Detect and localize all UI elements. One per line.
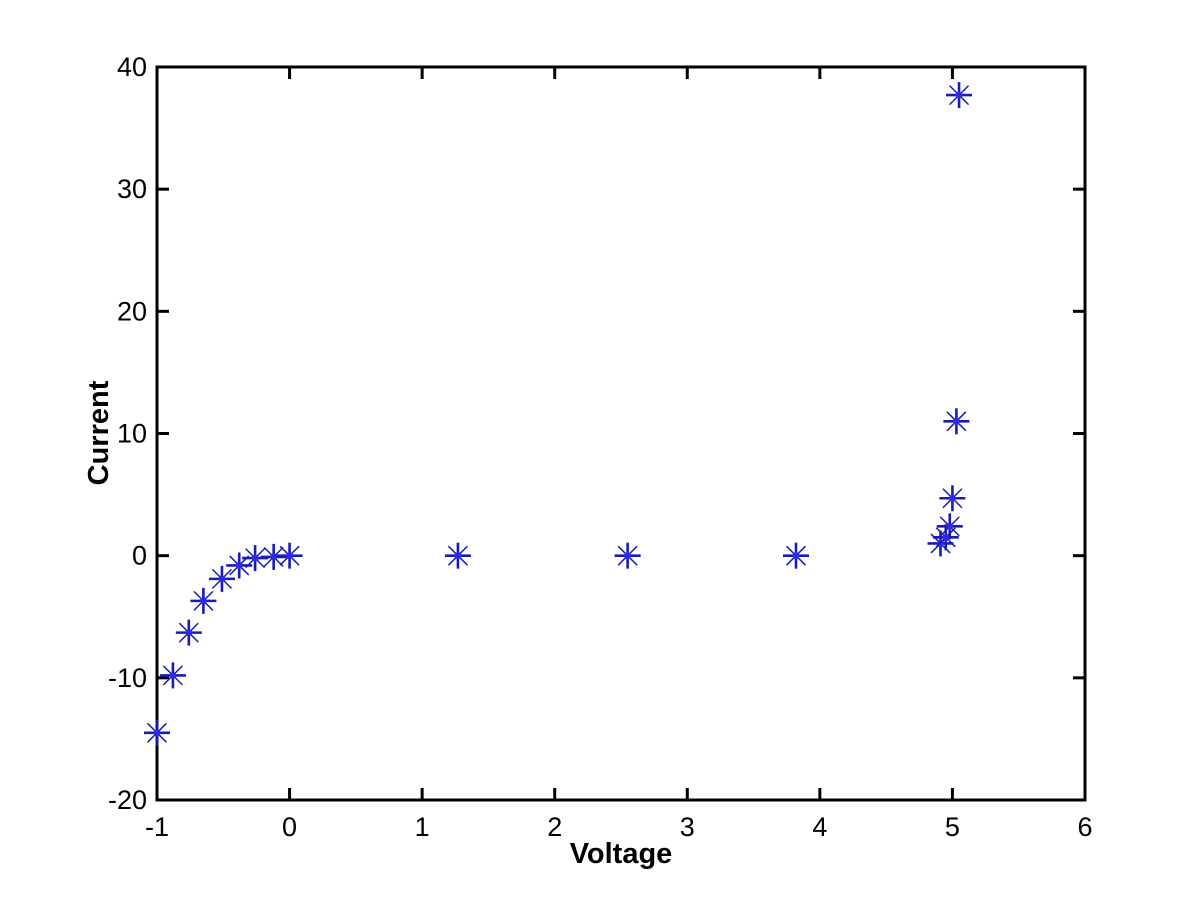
data-point-marker — [614, 542, 641, 569]
data-point-center — [200, 597, 207, 605]
data-point-center — [953, 417, 960, 425]
data-point-marker — [782, 542, 809, 569]
data-point-center — [218, 575, 226, 583]
data-point-center — [235, 562, 243, 569]
x-tick-label: 5 — [945, 812, 960, 842]
y-tick-label: -10 — [108, 663, 147, 693]
data-point-center — [153, 729, 161, 737]
y-tick-label: 40 — [117, 52, 147, 82]
y-tick-label: 0 — [132, 541, 147, 571]
data-point-marker — [208, 565, 235, 592]
data-point-center — [792, 552, 800, 560]
data-point-marker — [932, 524, 959, 551]
data-point-marker — [276, 542, 303, 569]
data-point-marker — [175, 619, 202, 646]
x-tick-label: 3 — [680, 812, 695, 842]
y-tick-label: 20 — [117, 296, 147, 326]
data-point-center — [251, 554, 259, 562]
data-point-marker — [936, 513, 963, 540]
x-tick-label: 4 — [812, 812, 827, 842]
data-point-center — [624, 552, 632, 560]
y-tick-label: 30 — [117, 174, 147, 204]
data-point-marker — [946, 82, 973, 109]
x-tick-label: 6 — [1077, 812, 1092, 842]
x-tick-label: 1 — [415, 812, 430, 842]
x-tick-label: -1 — [145, 812, 169, 842]
y-tick-label: 10 — [117, 419, 147, 449]
data-point-center — [185, 629, 193, 637]
plot-box — [155, 65, 1087, 802]
data-point-center — [942, 533, 950, 541]
x-axis-title: Voltage — [569, 838, 673, 870]
data-point-marker — [190, 587, 217, 614]
data-point-marker — [943, 408, 970, 435]
data-point-center — [955, 91, 963, 99]
x-tick-label: 0 — [282, 812, 297, 842]
data-point-center — [270, 553, 278, 561]
y-tick-label: -20 — [108, 785, 147, 815]
x-tick-label: 2 — [547, 812, 562, 842]
data-point-marker — [159, 662, 186, 689]
data-point-center — [946, 522, 954, 530]
data-point-marker — [144, 719, 170, 746]
data-point-center — [949, 494, 956, 502]
data-point-marker — [444, 542, 471, 569]
data-point-center — [286, 552, 293, 560]
y-axis-title: Current — [83, 380, 115, 486]
data-point-center — [454, 552, 462, 560]
data-point-center — [169, 671, 177, 679]
data-point-marker — [939, 485, 966, 512]
